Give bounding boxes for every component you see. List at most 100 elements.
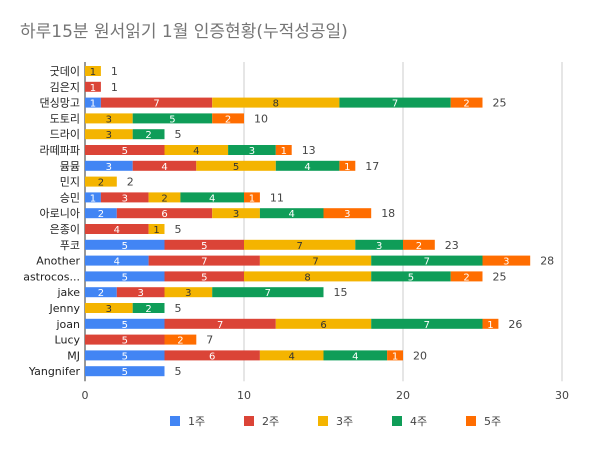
segment-value-label: 5: [122, 367, 128, 378]
segment-value-label: 2: [463, 99, 469, 110]
bar-segment: [164, 350, 260, 361]
category-label: 라떼파파: [40, 144, 80, 157]
category-label: 댄싱망고: [40, 97, 80, 110]
bar-segment: [85, 129, 133, 140]
segment-value-label: 1: [249, 193, 255, 204]
segment-value-label: 2: [98, 209, 104, 220]
segment-value-label: 5: [122, 241, 128, 252]
segment-value-label: 3: [106, 162, 112, 173]
legend-swatch: [466, 416, 476, 426]
segment-value-label: 7: [424, 320, 430, 331]
segment-value-label: 3: [344, 209, 350, 220]
x-tick-label: 0: [82, 389, 89, 402]
bar-segment: [371, 271, 451, 282]
bar-segment: [85, 160, 133, 171]
bar-segment: [148, 224, 165, 234]
bar-segment: [387, 350, 403, 361]
segment-value-label: 5: [233, 162, 239, 173]
segment-value-label: 4: [209, 193, 215, 204]
bar-segment: [85, 81, 101, 92]
segment-value-label: 3: [122, 193, 128, 204]
segment-value-label: 6: [320, 320, 326, 331]
bar-segment: [85, 303, 133, 313]
grid-layer: [84, 62, 563, 382]
bar-segment: [164, 145, 229, 155]
bar-segment: [85, 145, 165, 155]
total-label: 7: [206, 334, 213, 347]
segment-value-label: 5: [122, 146, 128, 157]
legend-swatch: [244, 416, 254, 426]
bar-segment: [482, 255, 531, 266]
category-label: MJ: [67, 349, 80, 362]
segment-value-label: 6: [209, 351, 215, 362]
bar-segment: [212, 208, 260, 219]
category-label: 민지: [60, 176, 80, 189]
bar-segment: [85, 318, 165, 329]
bar-segment: [450, 271, 483, 282]
segment-value-label: 6: [161, 209, 167, 220]
total-label: 20: [413, 349, 427, 362]
bar-segment: [132, 113, 213, 124]
bar-segment: [259, 350, 324, 361]
bar-segment: [85, 97, 101, 108]
segment-value-label: 3: [106, 114, 112, 125]
legend-label: 3주: [336, 415, 353, 428]
bar-segment: [85, 287, 117, 298]
segment-value-label: 4: [114, 225, 120, 236]
category-label: 김은지: [50, 81, 80, 94]
category-label: 푸코: [60, 239, 80, 252]
total-label: 1: [111, 65, 118, 78]
bar-segment: [132, 129, 165, 140]
total-label: 5: [175, 302, 182, 315]
bar-segment: [259, 208, 324, 219]
bar-segment: [355, 239, 403, 250]
segment-value-label: 7: [424, 257, 430, 268]
bar-segment: [371, 318, 483, 329]
bar-segment: [244, 192, 260, 203]
category-label: 도토리: [50, 112, 80, 125]
segment-value-label: 3: [137, 288, 143, 299]
segment-value-label: 2: [98, 178, 104, 189]
segment-value-label: 3: [106, 304, 112, 315]
bar-segment: [323, 208, 372, 219]
bar-segment: [85, 255, 149, 266]
segment-value-label: 1: [90, 67, 96, 78]
bar-segment: [85, 366, 165, 377]
bar-segment: [323, 350, 388, 361]
legend-swatch: [318, 416, 328, 426]
total-label: 26: [508, 318, 522, 331]
bar-segment: [275, 318, 372, 329]
category-label: 아로니아: [40, 207, 80, 220]
legend-swatch: [170, 416, 180, 426]
category-label: astrocos...: [23, 270, 80, 283]
total-label: 1: [111, 81, 118, 94]
bar-segment: [164, 239, 244, 250]
category-label: joan: [56, 318, 81, 331]
bar-segment: [212, 113, 244, 124]
bar-segment: [339, 97, 451, 108]
segment-value-label: 4: [304, 162, 310, 173]
segment-value-label: 3: [233, 209, 239, 220]
segment-value-label: 2: [416, 241, 422, 252]
segment-value-label: 7: [296, 241, 302, 252]
segment-value-label: 1: [90, 99, 96, 110]
category-label: Lucy: [55, 334, 81, 347]
bar-segment: [85, 208, 117, 219]
segment-value-label: 1: [344, 162, 350, 173]
bar-segment: [85, 176, 117, 187]
segment-value-label: 4: [289, 351, 295, 362]
segment-value-label: 7: [392, 99, 398, 110]
total-label: 5: [175, 223, 182, 236]
bar-segment: [132, 303, 165, 313]
segment-value-label: 2: [177, 336, 183, 347]
total-label: 5: [175, 365, 182, 378]
segment-value-label: 4: [114, 257, 120, 268]
bar-segment: [450, 97, 483, 108]
bar-segment: [180, 192, 244, 203]
segment-value-label: 7: [153, 99, 159, 110]
segment-value-label: 2: [225, 114, 231, 125]
bar-segment: [164, 334, 197, 345]
bar-segment: [132, 160, 197, 171]
category-label: 승민: [60, 191, 80, 204]
